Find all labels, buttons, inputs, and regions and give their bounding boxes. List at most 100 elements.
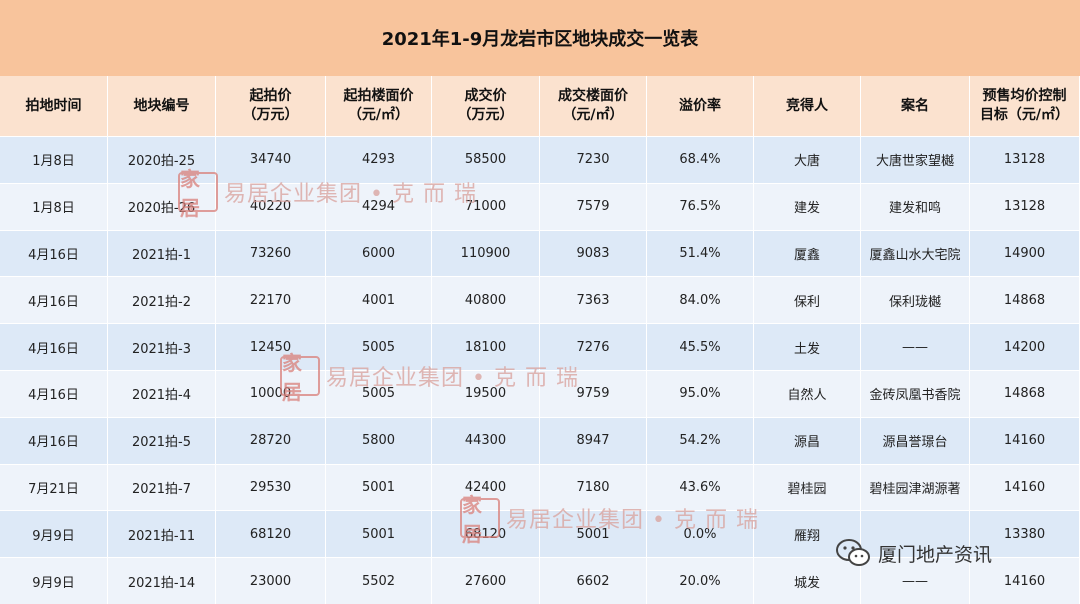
cell-auction-date: 1月8日 [0,183,108,230]
header-auction-date: 拍地时间 [0,76,108,136]
cell-winner: 碧桂园 [754,464,861,511]
wechat-icon [836,539,870,566]
cell-project-name [861,511,970,558]
cell-parcel-id: 2020拍-25 [108,137,216,183]
cell-project-name: 源昌誉璟台 [861,417,970,464]
cell-parcel-id: 2021拍-7 [108,464,216,511]
cell-deal-floor-price: 6602 [540,558,647,604]
cell-presale-target: 14868 [970,277,1080,324]
cell-presale-target: 14868 [970,370,1080,417]
table-header-row: 拍地时间 地块编号 起拍价 （万元） 起拍楼面价 （元/㎡） 成交价 （万元） … [0,76,1080,136]
cell-auction-date: 9月9日 [0,511,108,558]
cell-auction-date: 4月16日 [0,417,108,464]
cell-winner: 城发 [754,558,861,604]
cell-presale-target: 14900 [970,230,1080,277]
cell-winner: 雁翔 [754,511,861,558]
table-row: 4月16日 2021拍-1 73260 6000 110900 9083 51.4% 厦鑫 厦鑫… [0,229,1080,277]
credit-text: 厦门地产资讯 [878,543,993,566]
cell-winner: 建发 [754,183,861,230]
cell-presale-target: 13128 [970,183,1080,230]
cell-premium-rate: 51.4% [647,230,754,277]
source-credit: 厦门地产资讯 [836,538,992,568]
cell-starting-floor-price: 5800 [326,417,432,464]
cell-parcel-id: 2021拍-1 [108,230,216,277]
cell-starting-floor-price: 5502 [326,558,432,604]
cell-starting-floor-price: 4293 [326,137,432,183]
cell-starting-floor-price: 6000 [326,230,432,277]
cell-starting-floor-price: 5005 [326,370,432,417]
table-row: 4月16日 2021拍-3 12450 5005 18100 7276 45.5% 土发 —— 1… [0,323,1080,370]
table-row: 1月8日 2020拍-25 34740 4293 58500 7230 68.4% 大唐 大唐世… [0,136,1080,183]
cell-auction-date: 7月21日 [0,464,108,511]
table-row: 7月21日 2021拍-7 29530 5001 42400 7180 43.6% 碧桂园 碧桂… [0,463,1080,511]
cell-premium-rate: 68.4% [647,137,754,183]
cell-presale-target: 14160 [970,464,1080,511]
cell-auction-date: 9月9日 [0,558,108,604]
cell-starting-price: 10000 [216,370,326,417]
cell-deal-price: 40800 [432,277,540,324]
cell-starting-price: 73260 [216,230,326,277]
table-row: 4月16日 2021拍-5 28720 5800 44300 8947 54.2% 源昌 源昌誉… [0,416,1080,464]
header-deal-floor-price: 成交楼面价 （元/㎡） [540,76,647,136]
cell-deal-floor-price: 7276 [540,324,647,370]
cell-deal-floor-price: 7180 [540,464,647,511]
cell-deal-floor-price: 5001 [540,511,647,558]
table-row: 4月16日 2021拍-4 10000 5005 19500 9759 95.0% 自然人 金砖… [0,369,1080,417]
cell-starting-floor-price: 5001 [326,464,432,511]
cell-auction-date: 4月16日 [0,277,108,324]
cell-winner: 土发 [754,324,861,370]
cell-starting-floor-price: 5005 [326,324,432,370]
header-parcel-id: 地块编号 [108,76,216,136]
cell-premium-rate: 43.6% [647,464,754,511]
cell-winner: 厦鑫 [754,230,861,277]
cell-auction-date: 4月16日 [0,370,108,417]
header-presale-target: 预售均价控制 目标（元/㎡） [970,76,1080,136]
cell-premium-rate: 54.2% [647,417,754,464]
cell-deal-price: 68120 [432,511,540,558]
cell-presale-target: 13128 [970,137,1080,183]
cell-parcel-id: 2021拍-3 [108,324,216,370]
cell-project-name: 厦鑫山水大宅院 [861,230,970,277]
cell-starting-price: 40220 [216,183,326,230]
cell-winner: 源昌 [754,417,861,464]
table-row: 9月9日 2021拍-14 23000 5502 27600 6602 20.0% 城发 —— 1… [0,557,1080,604]
cell-deal-floor-price: 7579 [540,183,647,230]
cell-starting-price: 22170 [216,277,326,324]
cell-deal-floor-price: 7230 [540,137,647,183]
cell-premium-rate: 84.0% [647,277,754,324]
cell-premium-rate: 95.0% [647,370,754,417]
cell-project-name: 碧桂园津湖源著 [861,464,970,511]
table-row: 1月8日 2020拍-26 40220 4294 71000 7579 76.5% 建发 建发和… [0,182,1080,230]
cell-starting-price: 28720 [216,417,326,464]
cell-presale-target: 14160 [970,417,1080,464]
table-row: 4月16日 2021拍-2 22170 4001 40800 7363 84.0% 保利 保利珑… [0,276,1080,324]
cell-deal-price: 27600 [432,558,540,604]
cell-deal-price: 110900 [432,230,540,277]
cell-parcel-id: 2021拍-4 [108,370,216,417]
cell-project-name: —— [861,324,970,370]
cell-deal-price: 58500 [432,137,540,183]
cell-project-name: 大唐世家望樾 [861,137,970,183]
cell-starting-price: 12450 [216,324,326,370]
cell-project-name: 建发和鸣 [861,183,970,230]
cell-starting-price: 29530 [216,464,326,511]
cell-premium-rate: 0.0% [647,511,754,558]
cell-parcel-id: 2021拍-5 [108,417,216,464]
cell-starting-price: 68120 [216,511,326,558]
header-starting-floor-price: 起拍楼面价 （元/㎡） [326,76,432,136]
cell-auction-date: 1月8日 [0,137,108,183]
cell-winner: 保利 [754,277,861,324]
header-starting-price: 起拍价 （万元） [216,76,326,136]
cell-parcel-id: 2020拍-26 [108,183,216,230]
cell-project-name: 保利珑樾 [861,277,970,324]
header-project-name: 案名 [861,76,970,136]
header-deal-price: 成交价 （万元） [432,76,540,136]
cell-winner: 自然人 [754,370,861,417]
table-title: 2021年1-9月龙岩市区地块成交一览表 [0,0,1080,76]
cell-premium-rate: 20.0% [647,558,754,604]
table-body: 1月8日 2020拍-25 34740 4293 58500 7230 68.4% 大唐 大唐世… [0,136,1080,604]
cell-parcel-id: 2021拍-11 [108,511,216,558]
cell-winner: 大唐 [754,137,861,183]
cell-deal-floor-price: 9759 [540,370,647,417]
